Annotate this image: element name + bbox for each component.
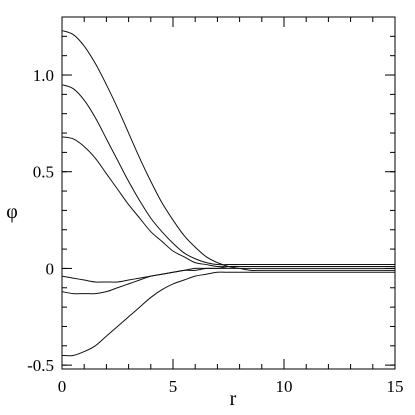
x-tick-label: 0 (58, 377, 67, 396)
x-tick-label: 15 (387, 377, 404, 396)
minor-ticks (61, 16, 396, 369)
y-tick-label: 0 (46, 259, 55, 278)
plot-frame (61, 16, 396, 370)
major-ticks (61, 17, 396, 369)
x-tick-labels: 0 5 10 15 (58, 377, 404, 396)
series-lines (61, 30, 395, 357)
series-line-1 (61, 30, 395, 272)
x-tick-label: 10 (276, 377, 293, 396)
series-line-2 (61, 84, 395, 266)
y-tick-label: -0.5 (27, 356, 54, 375)
x-axis-title: r (230, 388, 237, 410)
series-line-3 (61, 136, 395, 268)
y-tick-label: 1.0 (33, 66, 54, 85)
y-tick-labels: -0.5 0 0.5 1.0 (27, 66, 54, 375)
x-tick-label: 5 (169, 377, 178, 396)
y-axis-title: φ (6, 201, 18, 223)
series-line-5 (61, 267, 395, 295)
series-line-4 (61, 265, 395, 283)
series-line-6 (61, 271, 395, 357)
y-tick-label: 0.5 (33, 163, 54, 182)
